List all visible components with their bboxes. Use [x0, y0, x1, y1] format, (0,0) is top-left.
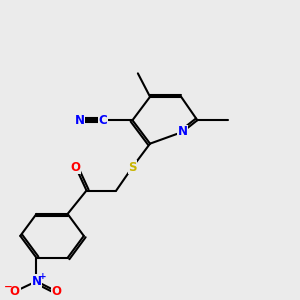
- Text: S: S: [128, 160, 137, 174]
- Text: C: C: [98, 114, 107, 127]
- Text: O: O: [52, 285, 62, 298]
- Text: +: +: [39, 272, 47, 281]
- Text: N: N: [75, 114, 85, 127]
- Text: O: O: [71, 160, 81, 174]
- Text: O: O: [10, 285, 20, 298]
- Text: N: N: [178, 125, 188, 138]
- Text: N: N: [32, 275, 41, 288]
- Text: −: −: [4, 282, 13, 292]
